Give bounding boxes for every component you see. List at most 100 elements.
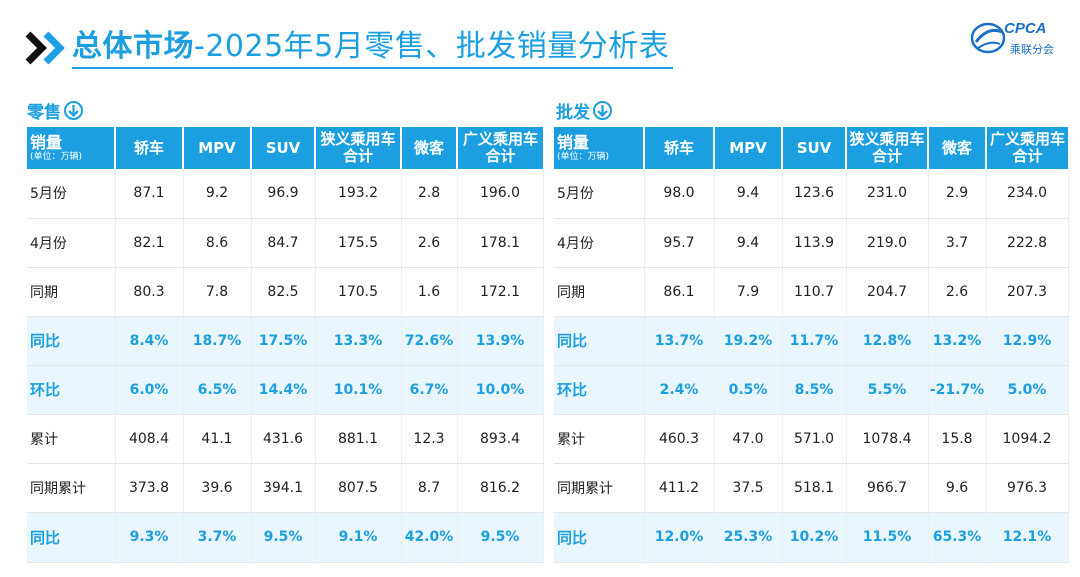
table-cell: 96.9 <box>251 169 316 219</box>
table-cell: 893.4 <box>457 414 544 464</box>
table-row: 同期累计 373.8 39.6 394.1 807.5 8.7 816.2 <box>27 463 544 513</box>
table-cell: 95.7 <box>644 218 715 268</box>
table-cell: 170.5 <box>315 267 402 317</box>
table-cell: 1094.2 <box>986 414 1069 464</box>
column-header-label: 合计 <box>485 147 516 165</box>
table-cell: 431.6 <box>251 414 316 464</box>
table-row: 同比 12.0% 25.3% 10.2% 11.5% 65.3% 12.1% <box>554 512 1069 563</box>
table-cell: 6.7% <box>401 365 458 415</box>
table-body: 5月份 98.0 9.4 123.6 231.0 2.9 234.0 4月份 95.7 9.4 11… <box>554 169 1069 563</box>
table-header: 销量 (单位：万辆) 轿车 MPV SUV 狭义乘用车 合计 微客 广义乘用车 合计 <box>27 127 543 169</box>
column-header-label: 轿车 <box>133 138 164 157</box>
table-cell: 86.1 <box>644 267 715 317</box>
row-label: 累计 <box>554 414 645 464</box>
table-cell: 207.3 <box>986 267 1069 317</box>
column-header-label: 合计 <box>1012 147 1043 165</box>
table-cell: 12.0% <box>644 512 715 563</box>
table-cell: 9.3% <box>115 512 184 563</box>
table-row: 4月份 82.1 8.6 84.7 175.5 2.6 178.1 <box>27 218 544 268</box>
column-header: SUV <box>251 127 316 169</box>
table-cell: 196.0 <box>457 169 544 219</box>
column-header-label: SUV <box>265 138 301 157</box>
wholesale-section-label: 批发 <box>556 98 612 123</box>
table-cell: 2.6 <box>928 267 987 317</box>
table-cell: 39.6 <box>183 463 252 513</box>
table-cell: 15.8 <box>928 414 987 464</box>
double-chevron-right-icon <box>22 25 72 71</box>
retail-table: 销量 (单位：万辆) 轿车 MPV SUV 狭义乘用车 合计 微客 广义乘用车 合计 5月份 87.… <box>27 127 544 563</box>
table-cell: 10.2% <box>782 512 847 563</box>
logo-text: CPCA <box>1004 20 1047 37</box>
table-cell: 12.1% <box>986 512 1069 563</box>
table-cell: 3.7 <box>928 218 987 268</box>
table-cell: 110.7 <box>782 267 847 317</box>
table-cell: 72.6% <box>401 316 458 366</box>
table-cell: 47.0 <box>714 414 783 464</box>
column-header: 狭义乘用车 合计 <box>846 127 929 169</box>
table-cell: 571.0 <box>782 414 847 464</box>
table-row: 同比 9.3% 3.7% 9.5% 9.1% 42.0% 9.5% <box>27 512 544 563</box>
table-cell: 9.2 <box>183 169 252 219</box>
row-label: 同期累计 <box>554 463 645 513</box>
table-cell: 13.7% <box>644 316 715 366</box>
unit-header-cell: 销量 (单位：万辆) <box>554 127 645 169</box>
column-header: 广义乘用车 合计 <box>986 127 1068 169</box>
cpca-logo: CPCA 乘联分会 <box>970 18 1062 60</box>
header-row: 销量 (单位：万辆) 轿车 MPV SUV 狭义乘用车 合计 微客 广义乘用车 合计 <box>554 127 1068 169</box>
table-cell: 7.9 <box>714 267 783 317</box>
row-label: 同比 <box>27 512 116 563</box>
table-cell: 408.4 <box>115 414 184 464</box>
row-label: 累计 <box>27 414 116 464</box>
table-body: 5月份 87.1 9.2 96.9 193.2 2.8 196.0 4月份 82.1 8.6 84.… <box>27 169 544 563</box>
table-cell: 9.6 <box>928 463 987 513</box>
table-row: 累计 460.3 47.0 571.0 1078.4 15.8 1094.2 <box>554 414 1069 464</box>
table-cell: 65.3% <box>928 512 987 563</box>
row-label: 5月份 <box>27 169 116 219</box>
unit-header-cell: 销量 (单位：万辆) <box>27 127 116 169</box>
table-cell: 234.0 <box>986 169 1069 219</box>
table-row: 环比 2.4% 0.5% 8.5% 5.5% -21.7% 5.0% <box>554 365 1069 415</box>
table-cell: 14.4% <box>251 365 316 415</box>
wholesale-table: 销量 (单位：万辆) 轿车 MPV SUV 狭义乘用车 合计 微客 广义乘用车 合计 5月份 98.… <box>554 127 1069 563</box>
table-cell: 2.6 <box>401 218 458 268</box>
table-cell: 13.2% <box>928 316 987 366</box>
unit-label: (单位：万辆) <box>557 151 610 162</box>
table-cell: 5.5% <box>846 365 929 415</box>
table-cell: 2.9 <box>928 169 987 219</box>
page-header: 总体市场-2025年5月零售、批发销量分析表 <box>22 22 742 74</box>
table-cell: 9.5% <box>251 512 316 563</box>
table-cell: 175.5 <box>315 218 402 268</box>
row-label: 环比 <box>27 365 116 415</box>
table-row: 5月份 87.1 9.2 96.9 193.2 2.8 196.0 <box>27 169 544 219</box>
table-cell: 9.4 <box>714 218 783 268</box>
header-label: 销量 <box>30 132 63 152</box>
table-cell: 8.6 <box>183 218 252 268</box>
table-cell: 6.5% <box>183 365 252 415</box>
page-title: 总体市场-2025年5月零售、批发销量分析表 <box>72 27 674 69</box>
table-cell: 98.0 <box>644 169 715 219</box>
column-header: 微客 <box>928 127 987 169</box>
column-header: SUV <box>782 127 847 169</box>
table-cell: 42.0% <box>401 512 458 563</box>
row-label: 同期累计 <box>27 463 116 513</box>
table-cell: 807.5 <box>315 463 402 513</box>
column-header-label: MPV <box>729 138 767 157</box>
table-cell: 13.9% <box>457 316 544 366</box>
table-cell: 17.5% <box>251 316 316 366</box>
table-cell: 9.1% <box>315 512 402 563</box>
row-label: 同比 <box>27 316 116 366</box>
table-cell: 6.0% <box>115 365 184 415</box>
column-header: 轿车 <box>115 127 184 169</box>
table-row: 累计 408.4 41.1 431.6 881.1 12.3 893.4 <box>27 414 544 464</box>
column-header: 广义乘用车 合计 <box>457 127 543 169</box>
table-cell: 80.3 <box>115 267 184 317</box>
column-header: 狭义乘用车 合计 <box>315 127 402 169</box>
header-label: 销量 <box>557 132 590 152</box>
table-cell: 219.0 <box>846 218 929 268</box>
table-cell: 193.2 <box>315 169 402 219</box>
column-header: MPV <box>183 127 252 169</box>
table-cell: 816.2 <box>457 463 544 513</box>
row-label: 环比 <box>554 365 645 415</box>
row-label: 同期 <box>27 267 116 317</box>
row-label: 同比 <box>554 512 645 563</box>
